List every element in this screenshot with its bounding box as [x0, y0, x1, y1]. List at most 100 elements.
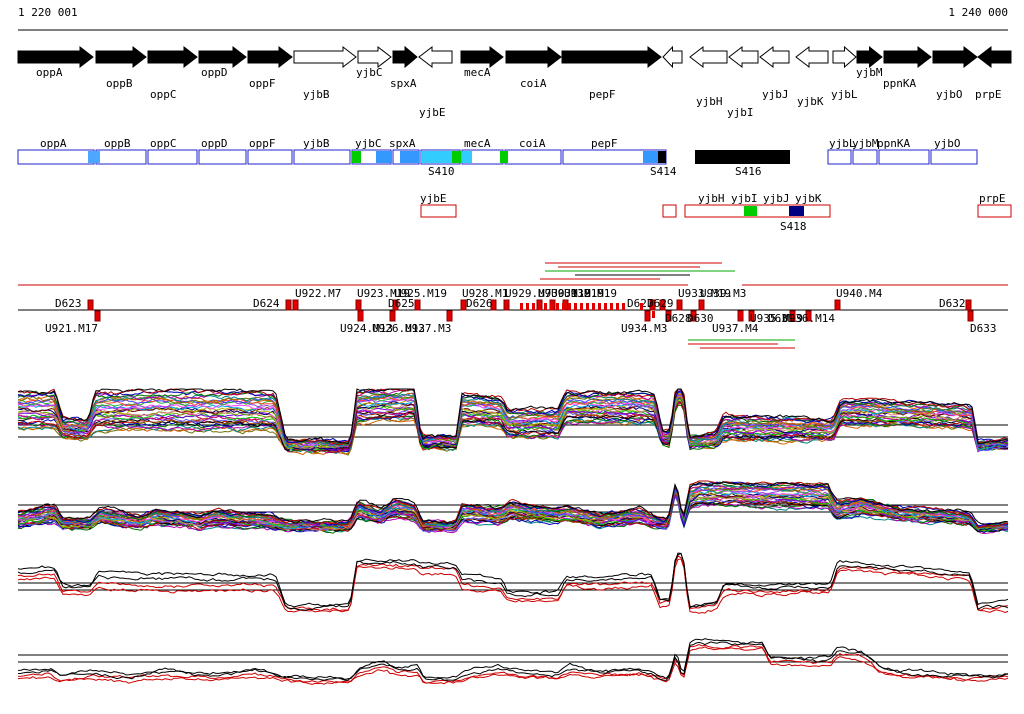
gene-arrow-yjbH[interactable]	[689, 45, 728, 69]
segment-box-yjbM[interactable]	[852, 149, 878, 165]
segment-box-oppD[interactable]	[198, 149, 247, 165]
expression-profiles-all-conditions-line	[17, 400, 1009, 453]
probe-tick	[556, 303, 559, 310]
gene-label-oppF: oppF	[249, 77, 276, 90]
gene-arrow-yjbM[interactable]	[856, 45, 883, 69]
probe-flag-D633[interactable]	[967, 310, 974, 322]
segment-colored-region	[88, 151, 100, 163]
operon-box-3[interactable]	[977, 204, 1012, 218]
probe-label-D632: D632	[939, 297, 966, 310]
probe-tick	[574, 303, 577, 310]
gene-arrow-unnamed[interactable]	[662, 45, 683, 69]
probe-label-D630: D630	[687, 312, 714, 325]
segment-box-oppB[interactable]	[95, 149, 147, 165]
probe-flag-D630[interactable]	[690, 310, 697, 322]
segment-box-ppnKA[interactable]	[878, 149, 930, 165]
expression-profiles-all-conditions-line	[17, 400, 1009, 455]
mean-profile-black-red-2-line	[17, 646, 1009, 685]
segment-box-yjbO[interactable]	[930, 149, 978, 165]
segment-label-yjbL: yjbL	[829, 137, 856, 150]
probe-flag-U935.M19[interactable]	[748, 310, 755, 322]
segment-box-oppF[interactable]	[247, 149, 293, 165]
expression-profiles-set2-line	[17, 487, 1009, 529]
gene-arrow-oppF[interactable]	[247, 45, 293, 69]
probe-label-U934.M3: U934.M3	[621, 322, 667, 335]
probe-label-U926.M13: U926.M13	[372, 322, 425, 335]
operon-box-0[interactable]	[420, 204, 457, 218]
probe-tick	[526, 303, 529, 310]
gene-arrow-yjbJ[interactable]	[759, 45, 790, 69]
gene-arrow-prpE[interactable]	[977, 45, 1012, 69]
gene-arrow-spxA[interactable]	[392, 45, 418, 69]
segment-box-yjbB[interactable]	[293, 149, 351, 165]
gene-arrow-mecA[interactable]	[460, 45, 504, 69]
gene-arrow-yjbO[interactable]	[932, 45, 978, 69]
expression-profiles-all-conditions-line	[17, 393, 1008, 446]
gene-arrow-yjbC[interactable]	[357, 45, 392, 69]
segment-label-yjbM: yjbM	[852, 137, 879, 150]
segment-colored-region	[352, 151, 361, 163]
probe-flag-U926.M13[interactable]	[389, 310, 396, 322]
probe-tick	[740, 311, 743, 318]
probe-flag-D627[interactable]	[649, 299, 656, 311]
expression-profiles-set2-line	[17, 480, 1009, 528]
probe-flag-U928.M1[interactable]	[460, 299, 467, 311]
expression-profiles-all-conditions-line	[17, 395, 1009, 450]
probe-label-U937.M4: U937.M4	[712, 322, 759, 335]
probe-label-U924.M13: U924.M13	[340, 322, 393, 335]
probe-flag-U925.M19[interactable]	[392, 299, 399, 311]
probe-label-D625: D625	[388, 297, 415, 310]
probe-tick	[604, 303, 607, 310]
probe-flag-D624[interactable]	[285, 299, 292, 311]
gene-arrow-yjbE[interactable]	[418, 45, 453, 69]
mean-profile-black-red-1-line	[17, 552, 1009, 611]
gene-arrow-oppC[interactable]	[147, 45, 198, 69]
gene-arrow-oppB[interactable]	[95, 45, 147, 69]
probe-flag-U934.M3[interactable]	[644, 310, 651, 322]
probe-flag-D631[interactable]	[789, 310, 796, 322]
gene-arrow-oppA[interactable]	[17, 45, 94, 69]
probe-flag-U921.M17[interactable]	[94, 310, 101, 322]
probe-tick	[520, 303, 523, 310]
expression-profiles-set2-line	[17, 481, 1009, 526]
probe-flag-U940.M4[interactable]	[834, 299, 841, 311]
probe-label-D629: D629	[647, 297, 674, 310]
probe-flag-D632[interactable]	[965, 299, 972, 311]
gene-arrow-yjbB[interactable]	[293, 45, 357, 69]
gene-arrow-ppnKA[interactable]	[883, 45, 932, 69]
segment-box-oppA[interactable]	[17, 149, 95, 165]
probe-tick	[532, 303, 535, 310]
gene-arrow-pepF[interactable]	[561, 45, 662, 69]
segment-box-solid[interactable]	[695, 150, 790, 164]
probe-flag-D626[interactable]	[490, 299, 497, 311]
probe-flag-D629[interactable]	[659, 299, 666, 311]
probe-label-U925.M19: U925.M19	[394, 287, 447, 300]
operon-label-yjbI: yjbI	[731, 192, 758, 205]
gene-arrow-oppD[interactable]	[198, 45, 247, 69]
probe-tick	[562, 303, 565, 310]
segment-box-yjbL[interactable]	[827, 149, 852, 165]
probe-flag-U933.M19[interactable]	[676, 299, 683, 311]
gene-arrow-yjbK[interactable]	[795, 45, 829, 69]
segment-sublabel-S416: S416	[735, 165, 762, 178]
probe-flag-U929.M7[interactable]	[503, 299, 510, 311]
gene-arrow-yjbI[interactable]	[728, 45, 759, 69]
expression-profiles-all-conditions-line	[17, 401, 1009, 454]
operon-box-2[interactable]	[684, 204, 831, 218]
probe-flag-D628[interactable]	[665, 310, 672, 322]
operon-label-yjbE: yjbE	[420, 192, 447, 205]
probe-flag-U936.M14[interactable]	[805, 310, 812, 322]
probe-flag-D625[interactable]	[414, 299, 421, 311]
probe-flag-U922.M7[interactable]	[292, 299, 299, 311]
probe-flag-U923.M19[interactable]	[355, 299, 362, 311]
gene-arrow-coiA[interactable]	[505, 45, 562, 69]
operon-box-1[interactable]	[662, 204, 677, 218]
probe-label-D631: D631	[768, 312, 795, 325]
probe-flag-D623[interactable]	[87, 299, 94, 311]
gene-arrow-yjbL[interactable]	[832, 45, 857, 69]
probe-flag-U939.M3[interactable]	[698, 299, 705, 311]
segment-box-oppC[interactable]	[147, 149, 198, 165]
segment-box-coiA[interactable]	[504, 149, 562, 165]
